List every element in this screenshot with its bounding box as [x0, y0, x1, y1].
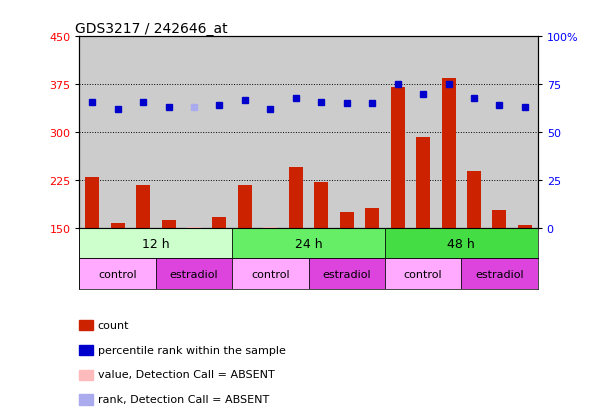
- Bar: [309, 259, 385, 289]
- Text: control: control: [404, 269, 442, 279]
- Bar: [213, 217, 227, 229]
- Bar: [187, 228, 201, 229]
- Text: control: control: [251, 269, 290, 279]
- Text: value, Detection Call = ABSENT: value, Detection Call = ABSENT: [98, 370, 274, 380]
- Text: GDS3217 / 242646_at: GDS3217 / 242646_at: [75, 22, 227, 36]
- Bar: [385, 229, 538, 259]
- Bar: [518, 225, 532, 229]
- Bar: [232, 259, 309, 289]
- Bar: [161, 221, 175, 229]
- Bar: [314, 183, 328, 229]
- Bar: [492, 211, 507, 229]
- Bar: [79, 259, 156, 289]
- Bar: [340, 213, 354, 229]
- Text: 48 h: 48 h: [447, 237, 475, 250]
- Text: control: control: [98, 269, 137, 279]
- Bar: [111, 223, 125, 229]
- Bar: [442, 78, 456, 229]
- Bar: [263, 228, 277, 229]
- Bar: [385, 259, 461, 289]
- Text: estradiol: estradiol: [475, 269, 524, 279]
- Bar: [85, 178, 99, 229]
- Text: estradiol: estradiol: [323, 269, 371, 279]
- Bar: [390, 88, 404, 229]
- Text: count: count: [98, 320, 130, 330]
- Bar: [289, 168, 303, 229]
- Bar: [365, 208, 379, 229]
- Bar: [467, 171, 481, 229]
- Text: rank, Detection Call = ABSENT: rank, Detection Call = ABSENT: [98, 394, 269, 404]
- Text: estradiol: estradiol: [170, 269, 218, 279]
- Bar: [461, 259, 538, 289]
- Bar: [79, 229, 232, 259]
- Bar: [232, 229, 385, 259]
- Text: 12 h: 12 h: [142, 237, 170, 250]
- Bar: [416, 138, 430, 229]
- Bar: [156, 259, 232, 289]
- Bar: [136, 185, 150, 229]
- Text: percentile rank within the sample: percentile rank within the sample: [98, 345, 285, 355]
- Text: 24 h: 24 h: [295, 237, 323, 250]
- Bar: [238, 185, 252, 229]
